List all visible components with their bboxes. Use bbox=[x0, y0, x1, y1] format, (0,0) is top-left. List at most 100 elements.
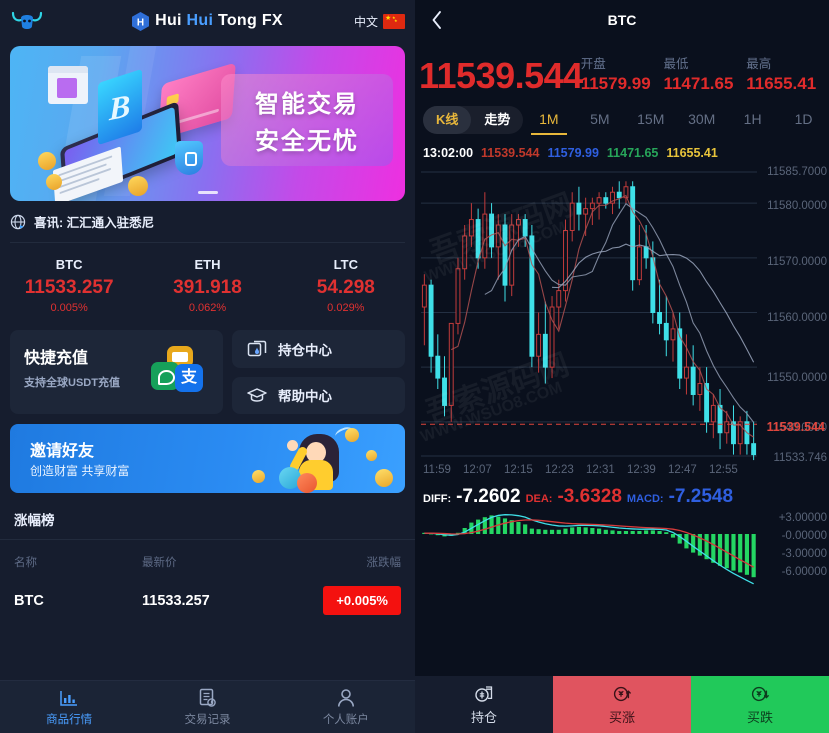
invite-friends-banner[interactable]: 邀请好友 创造财富 共享财富 bbox=[10, 424, 405, 493]
tf-label: 1H bbox=[743, 111, 762, 127]
macd-chart[interactable]: +3.00000 -0.00000 -3.00000 -6.00000 bbox=[415, 508, 829, 628]
tab-kline[interactable]: K线 bbox=[423, 106, 472, 134]
banner-window-icon bbox=[48, 66, 88, 104]
side-mini-cards: 持仓中心 帮助中心 bbox=[232, 330, 405, 414]
help-center-card[interactable]: 帮助中心 bbox=[232, 376, 405, 414]
globe-icon bbox=[10, 214, 26, 229]
banner-pagination-indicator[interactable] bbox=[197, 191, 218, 194]
ticker-item[interactable]: BTC 11533.257 0.005% bbox=[0, 257, 138, 314]
tab-timeframe-1h[interactable]: 1H bbox=[727, 111, 778, 129]
info-time: 13:02:00 bbox=[423, 146, 474, 160]
x-tick-4: 12:31 bbox=[586, 464, 615, 476]
x-tick-2: 12:15 bbox=[504, 464, 533, 476]
tab-timeframe-1m[interactable]: 1M bbox=[523, 111, 574, 129]
candlestick-chart[interactable]: 吾索源码网 WWW.WSUO8.COM 吾索源码网 WWW.WSUO8.COM … bbox=[415, 164, 829, 464]
ticker-strip: BTC 11533.257 0.005% ETH 391.918 0.062% … bbox=[0, 243, 415, 322]
low-label: 最低 bbox=[663, 57, 689, 71]
macd-tick-2: -3.00000 bbox=[781, 548, 827, 560]
buy-down-label: 买跌 bbox=[746, 710, 773, 725]
chart-header: BTC bbox=[415, 0, 829, 40]
invite-title: 邀请好友 bbox=[30, 443, 95, 460]
right-panel: BTC 11539.544 开盘 11579.99 最低 11471.65 最高… bbox=[415, 0, 829, 733]
info-open: 11579.99 bbox=[547, 146, 599, 160]
sidebar-label-market: 商品行情 bbox=[46, 714, 93, 726]
info-low: 11471.65 bbox=[606, 146, 659, 160]
candlestick-canvas bbox=[421, 171, 757, 461]
y-tick-0: 11585.7000 bbox=[767, 166, 827, 178]
ticker-item[interactable]: ETH 391.918 0.062% bbox=[138, 257, 276, 314]
buy-up-button[interactable]: 买涨 bbox=[553, 676, 691, 733]
graduation-cap-icon bbox=[247, 388, 267, 403]
positions-label: 持仓 bbox=[470, 710, 497, 725]
quote-bar: 11539.544 开盘 11579.99 最低 11471.65 最高 116… bbox=[415, 40, 829, 100]
news-text: 喜讯: 汇汇通入驻悉尼 bbox=[34, 216, 155, 230]
y-tick-1: 11580.0000 bbox=[767, 200, 827, 212]
y-tick-3: 11560.0000 bbox=[767, 312, 827, 324]
tab-trend[interactable]: 走势 bbox=[484, 112, 511, 127]
buy-down-button[interactable]: 买跌 bbox=[691, 676, 829, 733]
banner-bitcoin-icon: B bbox=[98, 68, 142, 146]
y-tick-4: 11550.0000 bbox=[767, 372, 827, 384]
ranking-header-row: 名称 最新价 涨跌幅 bbox=[0, 540, 415, 570]
positions-button[interactable]: 持仓 bbox=[415, 676, 553, 733]
chart-tabs: K线 走势 1M 5M 15M 30M 1H 1D bbox=[415, 100, 829, 140]
language-label: 中文 bbox=[353, 14, 378, 29]
ticker-change: 0.029% bbox=[327, 302, 365, 314]
brand-part-3: Tong FX bbox=[217, 12, 283, 29]
brand-part-1: Hui bbox=[155, 12, 187, 29]
quick-recharge-card[interactable]: 快捷充值 支持全球USDT充值 支 bbox=[10, 330, 223, 414]
tab-timeframe-15m[interactable]: 15M bbox=[625, 111, 676, 129]
bull-head-icon bbox=[10, 8, 44, 34]
banner-coin-icon bbox=[46, 174, 62, 190]
banner-shield-lock-icon bbox=[175, 141, 203, 175]
svg-text:H: H bbox=[137, 17, 144, 28]
sidebar-item-account[interactable]: 个人账户 bbox=[277, 681, 415, 733]
left-panel: H Hui Hui Tong FX 中文 ★ ★ ★ B 智能交易 bbox=[0, 0, 415, 733]
tab-timeframe-5m[interactable]: 5M bbox=[574, 111, 625, 129]
open-label: 开盘 bbox=[580, 57, 606, 71]
tab-timeframe-30m[interactable]: 30M bbox=[676, 111, 727, 129]
invite-balloon-icon bbox=[279, 467, 301, 489]
tf-label: 30M bbox=[688, 111, 716, 127]
help-center-label: 帮助中心 bbox=[278, 389, 332, 405]
trade-record-icon bbox=[200, 688, 217, 707]
banner-line-2: 安全无忧 bbox=[255, 128, 359, 155]
position-center-label: 持仓中心 bbox=[278, 342, 332, 358]
news-ticker[interactable]: 喜讯: 汇汇通入驻悉尼 bbox=[10, 201, 405, 243]
sidebar-item-market[interactable]: 商品行情 bbox=[0, 681, 138, 733]
dea-label: DEA: bbox=[525, 493, 553, 505]
open-col: 开盘 11579.99 bbox=[581, 53, 664, 94]
china-flag-icon: ★ ★ ★ bbox=[383, 13, 405, 29]
macd-label: MACD: bbox=[626, 493, 664, 505]
language-switcher[interactable]: 中文 ★ ★ ★ bbox=[354, 13, 405, 30]
invite-subtitle: 创造财富 共享财富 bbox=[30, 464, 130, 478]
banner-text-plate: 智能交易 安全无忧 bbox=[221, 74, 393, 166]
open-value: 11579.99 bbox=[580, 74, 651, 93]
banner-line-1: 智能交易 bbox=[255, 91, 359, 118]
row-price: 11533.257 bbox=[142, 592, 210, 609]
left-header: H Hui Hui Tong FX 中文 ★ ★ ★ bbox=[0, 0, 415, 42]
chevron-left-icon bbox=[432, 11, 441, 29]
position-center-card[interactable]: 持仓中心 bbox=[232, 330, 405, 368]
wechat-pay-icon bbox=[151, 362, 179, 390]
macd-tick-1: -0.00000 bbox=[781, 530, 827, 542]
brand-lockup: H Hui Hui Tong FX bbox=[0, 11, 415, 31]
promo-banner[interactable]: B 智能交易 安全无忧 bbox=[10, 46, 405, 201]
ticker-item[interactable]: LTC 54.298 0.029% bbox=[277, 257, 415, 314]
back-button[interactable] bbox=[415, 0, 459, 40]
ohlc-info-line: 13:02:00 11539.544 11579.99 11471.65 116… bbox=[415, 140, 829, 164]
market-chart-icon bbox=[60, 691, 78, 706]
high-value: 11655.41 bbox=[746, 74, 817, 93]
ranking-col-change: 涨跌幅 bbox=[366, 557, 402, 569]
invite-coin-icon bbox=[375, 469, 393, 487]
x-tick-0: 11:59 bbox=[423, 464, 451, 476]
payment-icons: 支 bbox=[149, 346, 207, 396]
macd-tick-3: -6.00000 bbox=[781, 566, 827, 578]
tab-timeframe-1d[interactable]: 1D bbox=[778, 111, 829, 129]
current-price-marker: 11539.544 bbox=[766, 420, 825, 434]
table-row[interactable]: BTC 11533.257 +0.005% bbox=[0, 570, 415, 615]
high-label: 最高 bbox=[746, 57, 772, 71]
sidebar-item-records[interactable]: 交易记录 bbox=[138, 681, 276, 733]
dea-value: -3.6328 bbox=[557, 486, 622, 507]
